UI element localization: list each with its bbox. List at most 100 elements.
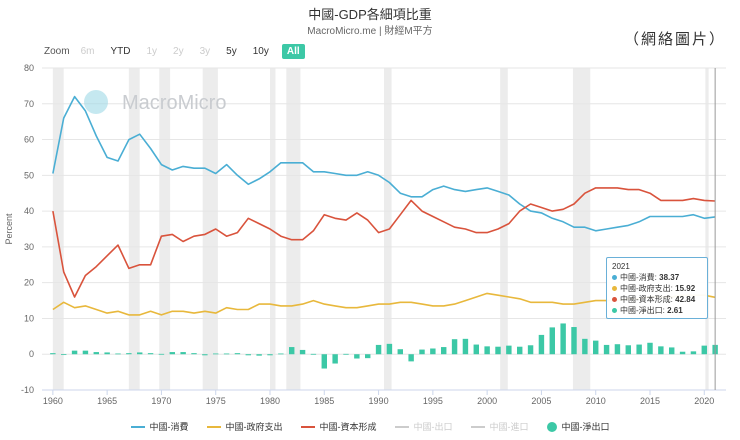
- zoom-5y-button[interactable]: 5y: [226, 46, 237, 57]
- x-tick-label: 2015: [640, 396, 660, 406]
- y-tick-label: 10: [24, 313, 34, 323]
- tooltip-value: 42.84: [675, 295, 696, 304]
- net-export-bar: [115, 353, 121, 355]
- legend-item-import[interactable]: 中國-進口: [470, 420, 529, 433]
- x-tick-label: 2020: [694, 396, 714, 406]
- legend-line-icon: [206, 425, 221, 428]
- chart-plot[interactable]: MacroMicro -10 0 10 20 30 40 50 60 70 80 1960 1965 1…: [0, 0, 740, 420]
- x-tick-label: 2005: [531, 396, 551, 406]
- legend-label: 中國-出口: [413, 422, 453, 432]
- x-tick-label: 1970: [151, 396, 171, 406]
- net-export-bar: [560, 323, 566, 355]
- y-tick-label: 30: [24, 242, 34, 252]
- recession-band: [128, 68, 140, 390]
- x-tick-label: 2000: [477, 396, 497, 406]
- tooltip-row-capital: 中國-資本形成: 42.84: [612, 294, 702, 305]
- tooltip-dot-icon: [612, 275, 617, 281]
- tooltip-row-consumption: 中國-消費: 38.37: [612, 272, 702, 283]
- tooltip-label: 中國-資本形成:: [620, 295, 673, 304]
- tooltip-year: 2021: [612, 262, 630, 271]
- net-export-bar: [126, 353, 132, 355]
- net-export-bar: [343, 353, 349, 355]
- recession-band: [159, 68, 171, 390]
- recession-band: [500, 68, 508, 390]
- zoom-all-button[interactable]: All: [281, 44, 305, 59]
- net-export-bar: [603, 344, 610, 355]
- x-tick-label: 1975: [206, 396, 226, 406]
- net-export-bars: [50, 323, 718, 369]
- legend-item-government[interactable]: 中國-政府支出: [206, 420, 283, 433]
- image-source-note: （網絡圖片）: [623, 30, 726, 48]
- net-export-bar: [365, 354, 371, 359]
- legend-label: 中國-淨出口: [561, 422, 610, 432]
- net-export-bar: [245, 354, 251, 356]
- x-tick-label: 1985: [314, 396, 334, 406]
- y-tick-label: 50: [24, 170, 34, 180]
- net-export-bar: [61, 354, 67, 356]
- x-tick-label: 1960: [43, 396, 63, 406]
- x-tick-label: 1965: [97, 396, 117, 406]
- net-export-bar: [506, 345, 512, 355]
- tooltip-label: 中國-淨出口:: [620, 306, 665, 315]
- net-export-bar: [571, 327, 577, 355]
- net-export-bar: [386, 343, 393, 355]
- watermark-logo-icon: [84, 90, 108, 114]
- zoom-selector: Zoom 6m YTD 1y 2y 3y 5y 10y All: [44, 44, 315, 59]
- net-export-bar: [397, 349, 403, 355]
- net-export-bar: [430, 348, 436, 355]
- zoom-3y-button[interactable]: 3y: [199, 46, 211, 57]
- zoom-2y-button[interactable]: 2y: [173, 46, 184, 57]
- net-export-bar: [180, 352, 186, 355]
- legend-line-icon: [300, 425, 315, 428]
- net-export-bar: [419, 349, 425, 355]
- net-export-bar: [93, 352, 99, 355]
- chart-subtitle: MacroMicro.me | 財經M平方: [307, 26, 433, 37]
- net-export-bar: [289, 347, 295, 355]
- legend-item-capital[interactable]: 中國-資本形成: [300, 420, 377, 433]
- net-export-bar: [625, 345, 631, 355]
- net-export-bar: [441, 347, 447, 355]
- net-export-bar: [614, 344, 621, 355]
- zoom-10y-button[interactable]: 10y: [252, 46, 269, 57]
- legend-label: 中國-資本形成: [319, 422, 377, 432]
- legend-line-icon: [130, 425, 145, 428]
- legend-line-icon: [394, 425, 409, 428]
- legend-item-consumption[interactable]: 中國-消費: [130, 420, 189, 433]
- legend-item-net-export[interactable]: 中國-淨出口: [546, 420, 610, 433]
- net-export-bar: [658, 346, 664, 355]
- net-export-bar: [636, 344, 642, 355]
- recession-band: [202, 68, 218, 390]
- x-tick-label: 1990: [369, 396, 389, 406]
- tooltip-label: 中國-消費:: [620, 273, 657, 282]
- net-export-bar: [647, 342, 653, 355]
- net-export-bar: [267, 354, 273, 356]
- net-export-bar: [701, 345, 707, 355]
- recession-band: [705, 68, 709, 390]
- net-export-bar: [527, 345, 534, 355]
- legend-item-export[interactable]: 中國-出口: [394, 420, 453, 433]
- series-line: [52, 187, 716, 298]
- zoom-6m-button[interactable]: 6m: [80, 46, 95, 57]
- net-export-bar: [484, 346, 490, 355]
- net-export-bar: [690, 351, 697, 355]
- zoom-1y-button[interactable]: 1y: [146, 46, 158, 57]
- net-export-bar: [679, 351, 686, 355]
- legend-label: 中國-政府支出: [225, 422, 283, 432]
- legend: 中國-消費 中國-政府支出 中國-資本形成 中國-出口 中國-進口 中國-淨出口: [0, 420, 740, 433]
- legend-dot-icon: [546, 421, 557, 432]
- watermark-text: MacroMicro: [122, 92, 226, 114]
- net-export-bar: [137, 352, 143, 355]
- series-line: [52, 292, 716, 316]
- net-export-bar: [82, 350, 89, 355]
- tooltip-value: 38.37: [659, 273, 680, 282]
- x-tick-label: 1980: [260, 396, 280, 406]
- tooltip-dot-icon: [612, 297, 617, 303]
- x-tick-label: 1995: [423, 396, 443, 406]
- tooltip-dot-icon: [612, 286, 617, 292]
- tooltip-row-government: 中國-政府支出: 15.92: [612, 283, 702, 294]
- zoom-ytd-button[interactable]: YTD: [110, 46, 131, 57]
- x-tick-label: 2010: [586, 396, 606, 406]
- legend-label: 中國-進口: [489, 422, 529, 432]
- chart-title: 中國-GDP各細項比重: [308, 7, 432, 22]
- legend-label: 中國-消費: [149, 422, 189, 432]
